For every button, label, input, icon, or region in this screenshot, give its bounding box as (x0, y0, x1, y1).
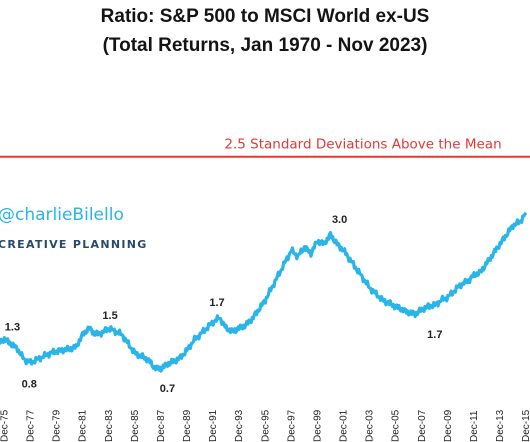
x-tick-label: Dec-11 (469, 410, 480, 442)
series-line-group (0, 211, 528, 373)
chart-subtitle: (Total Returns, Jan 1970 - Nov 2023) (102, 35, 428, 56)
x-tick-label: Dec-95 (260, 409, 271, 442)
annotation-label: 1.7 (427, 329, 442, 341)
x-tick-label: Dec-97 (286, 409, 297, 442)
reference-line-label: 2.5 Standard Deviations Above the Mean (224, 137, 501, 153)
x-tick-label: Dec-15 (521, 409, 530, 442)
x-tick-label: Dec-79 (52, 409, 63, 442)
x-tick-label: Dec-07 (417, 409, 428, 442)
x-tick-label: Dec-85 (130, 409, 141, 442)
watermark-firm: CREATIVE PLANNING (0, 238, 148, 251)
x-tick-label: Dec-75 (0, 409, 10, 442)
x-tick-label: Dec-83 (104, 409, 115, 442)
x-tick-label: Dec-01 (339, 409, 350, 442)
x-tick-label: Dec-91 (208, 409, 219, 442)
x-tick-label: Dec-99 (312, 409, 323, 442)
annotation-label: 3.0 (332, 214, 347, 226)
annotation-label: 0.8 (22, 379, 37, 391)
annotation-label: 1.5 (102, 310, 117, 322)
x-tick-label: Dec-87 (156, 409, 167, 442)
chart-title: Ratio: S&P 500 to MSCI World ex-US (100, 6, 430, 27)
annotation-label: 1.3 (5, 322, 20, 334)
x-tick-label: Dec-13 (495, 409, 506, 442)
x-tick-label: Dec-81 (78, 409, 89, 442)
annotation-label: 1.7 (209, 297, 224, 309)
series-line (0, 211, 528, 373)
x-tick-label: Dec-77 (26, 409, 37, 442)
annotation-label: 0.7 (160, 383, 175, 395)
watermark-handle: @charlieBilello (0, 205, 124, 225)
x-tick-label: Dec-93 (234, 409, 245, 442)
reference-line-group: 2.5 Standard Deviations Above the Mean (0, 137, 530, 158)
x-axis-ticks: Dec-75 Dec-77 Dec-79 Dec-81 Dec-83 Dec-85 Dec-… (0, 409, 530, 442)
annotation-group: 1.3 0.8 1.5 0.7 1.7 3.0 1.7 (5, 214, 443, 395)
x-tick-label: Dec-03 (365, 409, 376, 442)
x-tick-label: Dec-05 (391, 409, 402, 442)
x-tick-label: Dec-09 (443, 409, 454, 442)
x-tick-label: Dec-89 (182, 409, 193, 442)
